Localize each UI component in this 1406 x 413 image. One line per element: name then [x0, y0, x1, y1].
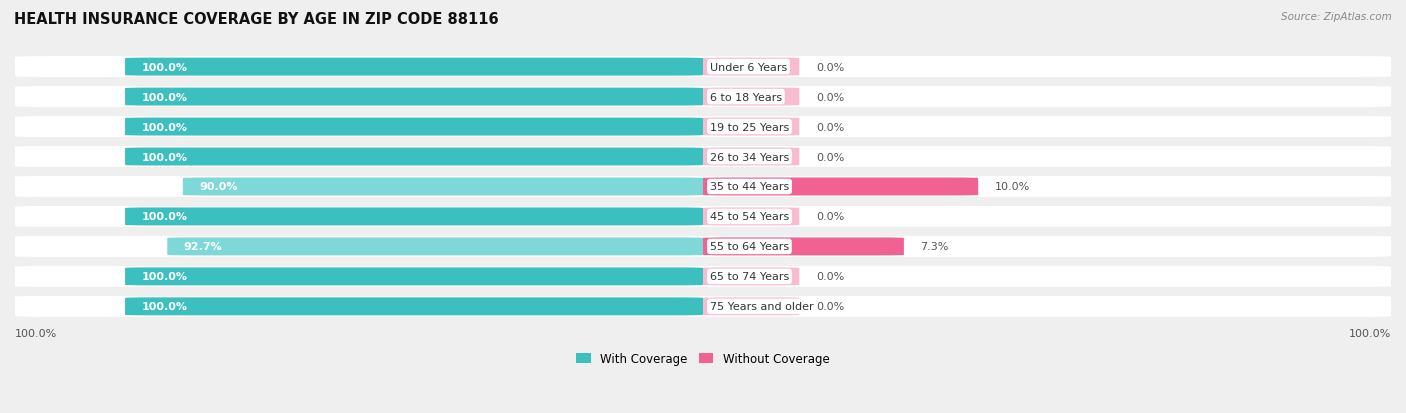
FancyBboxPatch shape: [15, 57, 1391, 78]
Text: 0.0%: 0.0%: [815, 93, 844, 102]
FancyBboxPatch shape: [15, 117, 1391, 138]
Text: 0.0%: 0.0%: [815, 122, 844, 132]
Text: 0.0%: 0.0%: [815, 212, 844, 222]
FancyBboxPatch shape: [703, 178, 979, 196]
Text: 100.0%: 100.0%: [142, 272, 187, 282]
Text: 0.0%: 0.0%: [815, 301, 844, 311]
Text: 6 to 18 Years: 6 to 18 Years: [710, 93, 782, 102]
Text: 100.0%: 100.0%: [1348, 328, 1391, 338]
FancyBboxPatch shape: [703, 298, 800, 316]
Text: 55 to 64 Years: 55 to 64 Years: [710, 242, 789, 252]
Text: 0.0%: 0.0%: [815, 272, 844, 282]
FancyBboxPatch shape: [183, 178, 703, 196]
FancyBboxPatch shape: [703, 208, 800, 226]
Text: 100.0%: 100.0%: [142, 62, 187, 72]
Text: 90.0%: 90.0%: [200, 182, 238, 192]
FancyBboxPatch shape: [703, 118, 800, 136]
Text: 35 to 44 Years: 35 to 44 Years: [710, 182, 789, 192]
Text: 100.0%: 100.0%: [142, 122, 187, 132]
Text: 0.0%: 0.0%: [815, 152, 844, 162]
FancyBboxPatch shape: [167, 238, 703, 256]
FancyBboxPatch shape: [15, 206, 1391, 228]
Text: 100.0%: 100.0%: [15, 328, 58, 338]
Text: 100.0%: 100.0%: [142, 152, 187, 162]
FancyBboxPatch shape: [125, 118, 703, 136]
FancyBboxPatch shape: [15, 87, 1391, 108]
FancyBboxPatch shape: [15, 266, 1391, 287]
Text: 92.7%: 92.7%: [184, 242, 222, 252]
FancyBboxPatch shape: [15, 176, 1391, 197]
Text: 100.0%: 100.0%: [142, 93, 187, 102]
FancyBboxPatch shape: [15, 296, 1391, 317]
FancyBboxPatch shape: [703, 268, 800, 286]
FancyBboxPatch shape: [125, 298, 703, 316]
FancyBboxPatch shape: [703, 59, 800, 76]
Text: 10.0%: 10.0%: [994, 182, 1031, 192]
Text: 65 to 74 Years: 65 to 74 Years: [710, 272, 789, 282]
Text: 26 to 34 Years: 26 to 34 Years: [710, 152, 789, 162]
FancyBboxPatch shape: [125, 59, 703, 76]
FancyBboxPatch shape: [15, 147, 1391, 168]
Text: 75 Years and older: 75 Years and older: [710, 301, 814, 311]
Text: 100.0%: 100.0%: [142, 301, 187, 311]
FancyBboxPatch shape: [703, 148, 800, 166]
FancyBboxPatch shape: [125, 208, 703, 226]
FancyBboxPatch shape: [703, 238, 904, 256]
FancyBboxPatch shape: [125, 148, 703, 166]
Text: 19 to 25 Years: 19 to 25 Years: [710, 122, 789, 132]
Text: 0.0%: 0.0%: [815, 62, 844, 72]
Text: Source: ZipAtlas.com: Source: ZipAtlas.com: [1281, 12, 1392, 22]
Text: 7.3%: 7.3%: [921, 242, 949, 252]
Text: Under 6 Years: Under 6 Years: [710, 62, 787, 72]
Text: 100.0%: 100.0%: [142, 212, 187, 222]
FancyBboxPatch shape: [703, 88, 800, 106]
Text: 45 to 54 Years: 45 to 54 Years: [710, 212, 789, 222]
FancyBboxPatch shape: [125, 88, 703, 106]
FancyBboxPatch shape: [15, 236, 1391, 257]
Legend: With Coverage, Without Coverage: With Coverage, Without Coverage: [572, 348, 834, 370]
FancyBboxPatch shape: [125, 268, 703, 286]
Text: HEALTH INSURANCE COVERAGE BY AGE IN ZIP CODE 88116: HEALTH INSURANCE COVERAGE BY AGE IN ZIP …: [14, 12, 499, 27]
